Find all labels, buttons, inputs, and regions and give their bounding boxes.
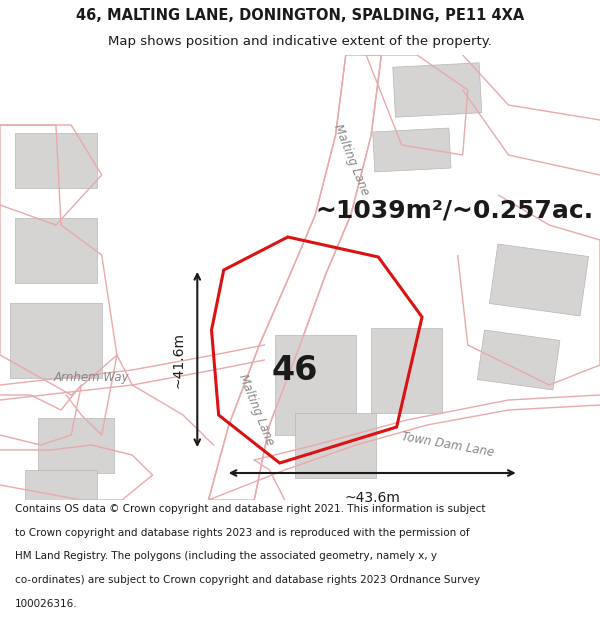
Text: 46, MALTING LANE, DONINGTON, SPALDING, PE11 4XA: 46, MALTING LANE, DONINGTON, SPALDING, P… xyxy=(76,8,524,23)
Bar xyxy=(275,335,356,435)
Text: ~43.6m: ~43.6m xyxy=(344,491,400,505)
Text: HM Land Registry. The polygons (including the associated geometry, namely x, y: HM Land Registry. The polygons (includin… xyxy=(15,551,437,561)
Polygon shape xyxy=(208,55,382,500)
Text: ~41.6m: ~41.6m xyxy=(171,331,185,388)
Text: 100026316.: 100026316. xyxy=(15,599,77,609)
Text: Malting Lane: Malting Lane xyxy=(236,372,277,448)
Text: Town Dam Lane: Town Dam Lane xyxy=(400,431,495,459)
Bar xyxy=(10,302,101,378)
Bar xyxy=(38,418,115,472)
Bar xyxy=(371,328,442,412)
Text: 46: 46 xyxy=(272,354,318,386)
Bar xyxy=(15,132,97,188)
Bar xyxy=(490,244,589,316)
Bar xyxy=(373,128,451,172)
Text: Arnhem Way: Arnhem Way xyxy=(54,371,130,384)
Bar xyxy=(393,62,482,118)
Text: Map shows position and indicative extent of the property.: Map shows position and indicative extent… xyxy=(108,35,492,48)
Text: ~1039m²/~0.257ac.: ~1039m²/~0.257ac. xyxy=(315,198,593,222)
Text: co-ordinates) are subject to Crown copyright and database rights 2023 Ordnance S: co-ordinates) are subject to Crown copyr… xyxy=(15,575,480,585)
Text: Malting Lane: Malting Lane xyxy=(331,122,371,198)
Text: Contains OS data © Crown copyright and database right 2021. This information is : Contains OS data © Crown copyright and d… xyxy=(15,504,485,514)
Bar xyxy=(478,330,560,390)
Bar xyxy=(25,470,97,500)
Bar xyxy=(295,412,376,478)
Text: to Crown copyright and database rights 2023 and is reproduced with the permissio: to Crown copyright and database rights 2… xyxy=(15,528,470,538)
Bar xyxy=(15,217,97,282)
